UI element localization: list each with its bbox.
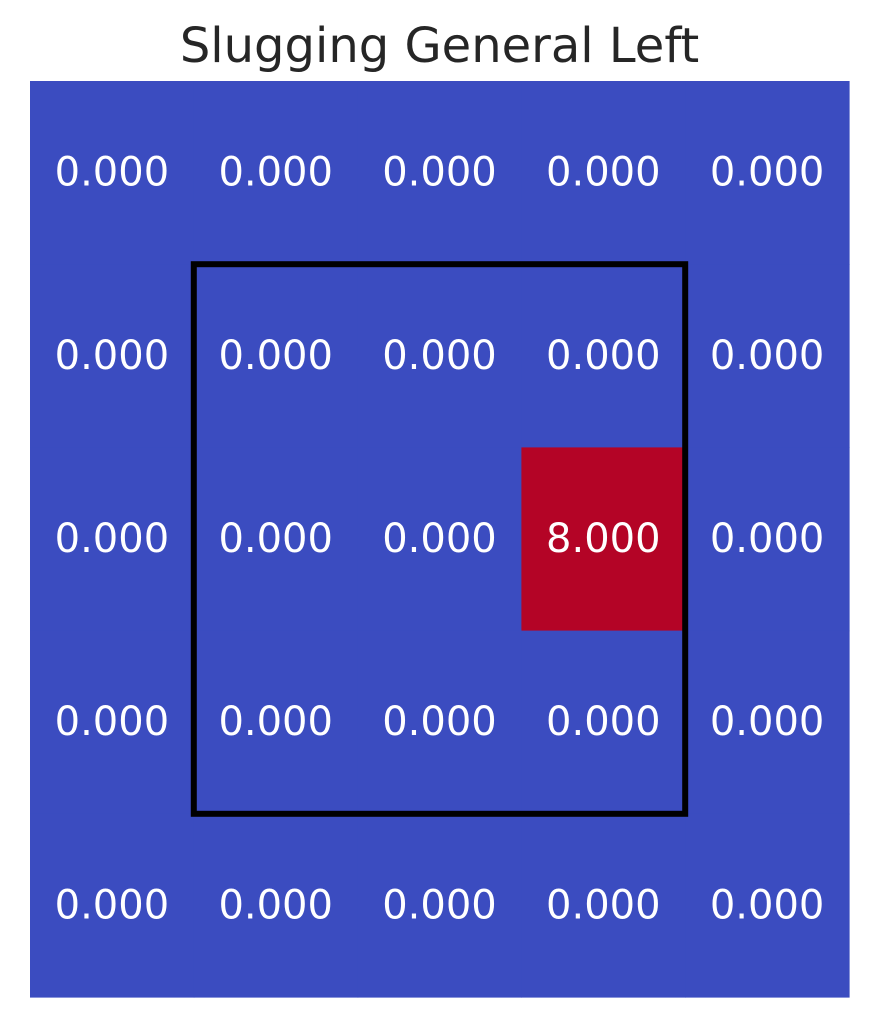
cell-value-label-r4-c2: 0.000 (382, 882, 497, 928)
cell-value-label-r2-c1: 0.000 (218, 516, 333, 562)
cell-value-label-r4-c1: 0.000 (218, 882, 333, 928)
cell-value-label-r0-c4: 0.000 (710, 150, 825, 196)
cell-value-label-r1-c4: 0.000 (710, 333, 825, 379)
cell-value-label-r1-c2: 0.000 (382, 333, 497, 379)
cell-value-label-r2-c3: 8.000 (546, 516, 661, 562)
cell-value-label-r3-c2: 0.000 (382, 699, 497, 745)
cell-value-label-r0-c0: 0.000 (55, 150, 170, 196)
cell-value-label-r3-c4: 0.000 (710, 699, 825, 745)
cell-value-label-r3-c0: 0.000 (55, 699, 170, 745)
cell-value-label-r1-c0: 0.000 (55, 333, 170, 379)
cell-value-label-r2-c2: 0.000 (382, 516, 497, 562)
cell-value-label-r3-c3: 0.000 (546, 699, 661, 745)
cell-value-label-r1-c3: 0.000 (546, 333, 661, 379)
cell-value-label-r0-c1: 0.000 (218, 150, 333, 196)
cell-value-label-r4-c4: 0.000 (710, 882, 825, 928)
cell-value-label-r1-c1: 0.000 (218, 333, 333, 379)
cell-value-label-r0-c2: 0.000 (382, 150, 497, 196)
cell-value-label-r4-c0: 0.000 (55, 882, 170, 928)
cell-value-label-r2-c0: 0.000 (55, 516, 170, 562)
cell-value-label-r4-c3: 0.000 (546, 882, 661, 928)
cell-value-label-r3-c1: 0.000 (218, 699, 333, 745)
cell-value-label-r2-c4: 0.000 (710, 516, 825, 562)
cell-value-label-r0-c3: 0.000 (546, 150, 661, 196)
